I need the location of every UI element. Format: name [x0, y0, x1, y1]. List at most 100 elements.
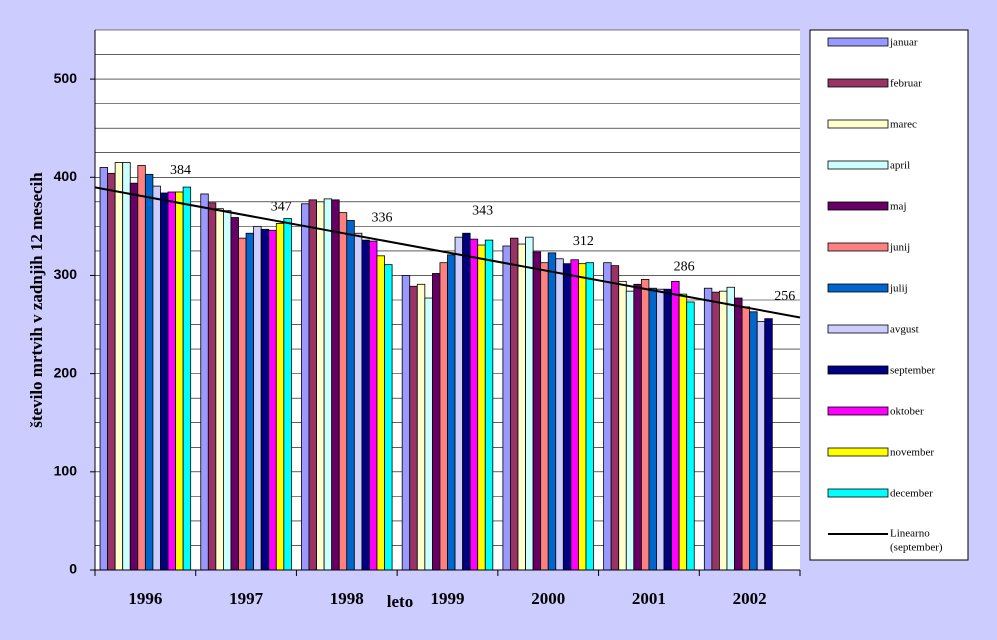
bar	[749, 311, 758, 571]
legend-label: julij	[889, 283, 908, 295]
legend-swatch	[827, 283, 889, 293]
bar	[540, 262, 549, 571]
bar	[439, 262, 448, 571]
legend-swatch	[827, 447, 889, 457]
data-label: 343	[472, 203, 493, 218]
bar	[338, 212, 348, 571]
x-tick-label: 1997	[229, 589, 264, 608]
bar	[610, 265, 620, 571]
y-tick-label: 400	[54, 168, 78, 184]
bar	[656, 288, 665, 571]
bar	[122, 162, 131, 571]
bar	[200, 193, 209, 571]
legend-box	[809, 29, 969, 561]
bar	[361, 239, 370, 571]
bar	[114, 162, 124, 571]
bar	[137, 165, 146, 571]
legend-label: marec	[890, 119, 917, 131]
legend-label: avgust	[890, 324, 919, 336]
y-tick-label: 0	[69, 561, 77, 577]
trendline	[94, 186, 801, 319]
bar	[726, 286, 735, 571]
bar	[401, 275, 411, 571]
x-tick-label: 2001	[632, 589, 666, 608]
bar	[711, 291, 720, 571]
legend-swatch	[827, 242, 889, 252]
data-label: 286	[674, 259, 695, 274]
y-axis-title: število mrtvih v zadnjih 12 mesecih	[27, 172, 46, 428]
y-tick-label: 500	[54, 70, 78, 86]
legend-swatch	[827, 119, 889, 129]
bar	[469, 238, 479, 571]
bar	[517, 243, 526, 571]
bar	[376, 255, 385, 571]
x-axis-title: leto	[387, 592, 413, 611]
data-label: 384	[170, 163, 191, 178]
bar	[160, 192, 169, 571]
y-tick-label: 300	[54, 266, 78, 282]
bar	[686, 301, 695, 571]
bar	[353, 232, 363, 571]
bar	[167, 191, 176, 571]
bar	[562, 263, 572, 571]
bar	[323, 198, 333, 571]
x-tick-label: 1998	[330, 589, 364, 608]
legend-swatch	[827, 324, 889, 334]
legend-label: februar	[890, 78, 922, 90]
bar	[547, 252, 557, 571]
bar	[424, 297, 433, 571]
bar	[260, 228, 270, 571]
bar	[316, 201, 325, 571]
x-tick-label: 2000	[531, 589, 565, 608]
bar	[640, 278, 650, 571]
bar	[633, 283, 642, 571]
bar	[331, 199, 340, 571]
bar	[207, 202, 217, 571]
bar	[484, 239, 494, 571]
bar	[756, 321, 766, 571]
bar	[454, 236, 464, 571]
legend-label: januar	[889, 37, 918, 49]
bar	[301, 203, 310, 571]
bar	[144, 173, 154, 571]
bar	[308, 199, 317, 571]
bar	[369, 240, 378, 571]
bar	[648, 287, 657, 571]
bar	[719, 290, 728, 571]
bar	[671, 280, 680, 571]
bar	[253, 225, 262, 571]
legend-swatch	[827, 78, 889, 88]
bar	[215, 208, 224, 571]
bar	[283, 218, 292, 571]
bar	[578, 263, 587, 571]
x-tick-label: 1999	[431, 589, 465, 608]
bar	[734, 297, 743, 571]
bar	[129, 182, 139, 571]
legend-swatch	[827, 160, 889, 170]
bar	[462, 232, 471, 571]
y-tick-label: 200	[54, 364, 78, 380]
bar	[585, 262, 594, 571]
bar	[107, 172, 116, 571]
legend-label: Linearno	[890, 528, 930, 540]
bar	[618, 280, 627, 571]
bar	[409, 285, 418, 571]
bar	[603, 262, 612, 571]
bar	[477, 244, 486, 571]
legend-swatch	[827, 365, 889, 375]
legend-swatch	[827, 37, 889, 47]
bar	[502, 245, 511, 571]
bar	[99, 167, 108, 571]
legend-label: september	[890, 365, 936, 377]
data-label: 336	[371, 210, 392, 225]
bar	[182, 186, 192, 571]
bar	[525, 236, 534, 571]
bar	[510, 237, 519, 571]
bar	[663, 288, 672, 571]
bar	[238, 237, 247, 571]
bar	[152, 185, 161, 571]
x-tick-label: 2002	[733, 589, 767, 608]
bar	[447, 254, 456, 571]
legend-swatch	[827, 201, 889, 211]
